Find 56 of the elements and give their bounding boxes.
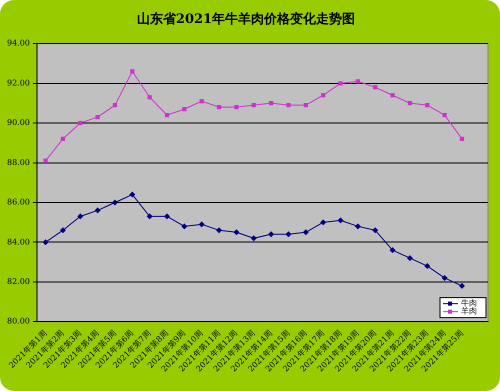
point bbox=[442, 274, 448, 281]
point bbox=[372, 227, 378, 234]
legend-label: 羊肉 bbox=[461, 306, 477, 316]
point bbox=[321, 93, 326, 98]
point bbox=[198, 221, 205, 228]
point bbox=[269, 101, 274, 106]
y-tick-label: 86.00 bbox=[6, 198, 30, 207]
point bbox=[181, 223, 188, 230]
point bbox=[286, 103, 291, 108]
point bbox=[42, 239, 49, 246]
point bbox=[304, 103, 308, 108]
y-tick-label: 82.00 bbox=[6, 277, 30, 286]
point bbox=[390, 93, 395, 98]
point bbox=[252, 103, 256, 108]
point bbox=[338, 81, 343, 86]
point bbox=[78, 120, 82, 126]
point bbox=[338, 217, 344, 224]
point bbox=[425, 103, 430, 108]
point bbox=[356, 79, 360, 84]
legend-label: 牛肉 bbox=[461, 298, 477, 308]
point bbox=[320, 219, 326, 226]
point bbox=[408, 101, 412, 106]
point bbox=[285, 231, 292, 238]
point bbox=[94, 207, 101, 214]
point bbox=[148, 95, 152, 100]
chart-title: 山东省2021年牛羊肉价格变化走势图 bbox=[136, 11, 356, 28]
point bbox=[406, 255, 413, 262]
point bbox=[129, 192, 136, 198]
point bbox=[112, 199, 118, 206]
y-tick-label: 84.00 bbox=[6, 237, 30, 246]
point bbox=[373, 85, 378, 90]
point bbox=[60, 227, 66, 234]
point bbox=[130, 69, 134, 74]
point bbox=[216, 227, 222, 234]
point bbox=[182, 107, 186, 112]
point bbox=[424, 263, 430, 270]
y-tick-label: 90.00 bbox=[6, 118, 30, 128]
point bbox=[354, 223, 361, 230]
point bbox=[458, 282, 465, 289]
y-tick-label: 80.00 bbox=[6, 316, 30, 326]
point bbox=[146, 213, 153, 220]
y-tick-label: 92.00 bbox=[6, 78, 30, 88]
point bbox=[233, 229, 240, 236]
point bbox=[77, 213, 84, 220]
point bbox=[112, 103, 118, 108]
point bbox=[302, 229, 309, 236]
point bbox=[164, 213, 170, 220]
point bbox=[216, 105, 222, 110]
point bbox=[268, 231, 274, 238]
point bbox=[250, 235, 257, 242]
point bbox=[200, 99, 204, 104]
point bbox=[234, 105, 239, 110]
point bbox=[43, 158, 48, 163]
y-tick-label: 94.00 bbox=[6, 38, 30, 48]
y-tick-label: 88.00 bbox=[6, 158, 30, 167]
point bbox=[390, 247, 396, 254]
